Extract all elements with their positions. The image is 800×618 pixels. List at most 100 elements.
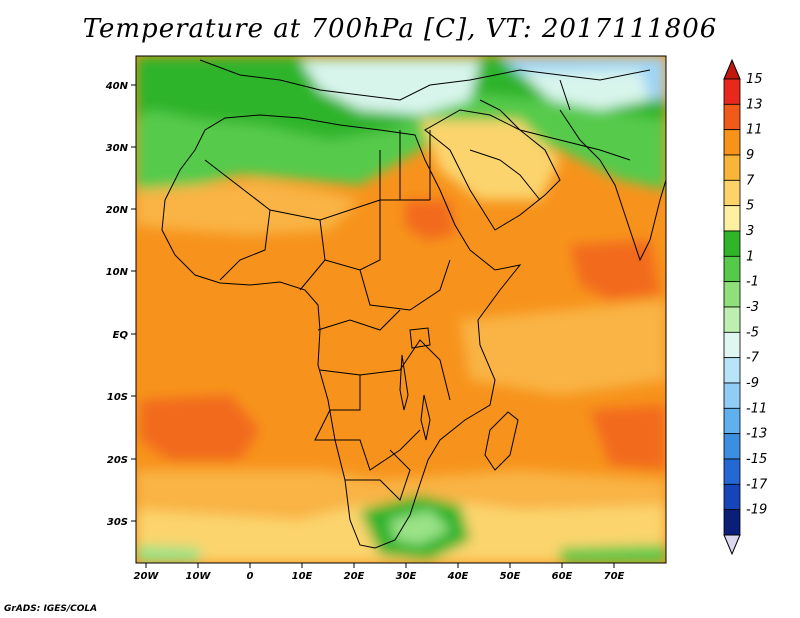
y-tick-10n: 10N <box>106 267 129 278</box>
colorbar-label: 15 <box>746 72 763 87</box>
y-axis-labels: 40N 30N 20N 10N EQ 10S 20S 30S <box>105 81 129 528</box>
europe-coast <box>199 59 651 101</box>
light-indian-ocean <box>460 300 666 395</box>
colorbar-labels: 15 13 11 9 7 5 3 1 -1 -3 -5 -7 -9 -11 -13 -15 -17 -19 <box>746 72 768 518</box>
y-tick-30n: 30N <box>106 143 129 154</box>
temperature-field <box>136 56 666 563</box>
x-tick-0: 0 <box>247 571 254 582</box>
india-coast <box>599 159 666 262</box>
y-tick-eq: EQ <box>113 330 129 341</box>
colorbar-segment <box>723 103 741 131</box>
credit-text: GrADS: IGES/COLA <box>4 604 98 614</box>
y-tick-20n: 20N <box>106 205 129 216</box>
colorbar-segments <box>723 78 741 536</box>
cold-mediterranean <box>300 60 480 115</box>
colorbar-label: 1 <box>746 249 754 264</box>
colorbar-segment <box>723 230 741 257</box>
x-tick-20w: 20W <box>134 571 160 582</box>
colorbar-label: -3 <box>746 300 759 315</box>
asia-coast <box>479 99 631 161</box>
colorbar-segment <box>723 306 741 333</box>
border-9 <box>399 130 431 200</box>
colorbar-label: -9 <box>746 376 759 391</box>
colorbar-segment <box>723 331 741 359</box>
colorbar-segment <box>723 255 741 283</box>
coastlines <box>161 59 666 549</box>
border-7 <box>359 339 451 401</box>
x-tick-10w: 10W <box>186 571 212 582</box>
y-tick-30s: 30S <box>107 517 128 528</box>
border-3 <box>319 199 430 271</box>
tick-marks <box>131 84 615 568</box>
x-tick-20e: 20E <box>344 571 365 582</box>
x-axis-labels: 20W 10W 0 10E 20E 30E 40E 50E 60E 70E <box>134 571 625 582</box>
lake-malawi <box>420 394 431 441</box>
colorbar-segment <box>723 382 741 409</box>
africa-coast <box>161 114 522 549</box>
arabia-coast <box>424 109 561 231</box>
colorbar-segment <box>723 458 741 485</box>
x-tick-60e: 60E <box>552 571 573 582</box>
colorbar-segment <box>723 205 741 232</box>
warm-arabian-sea <box>570 240 660 300</box>
colorbar-segment <box>723 357 741 384</box>
x-tick-10e: 10E <box>292 571 313 582</box>
colorbar-label: -5 <box>746 325 759 340</box>
plot-frame <box>135 55 667 564</box>
cold-asia-pale <box>520 70 650 110</box>
colorbar-label: -1 <box>746 275 759 290</box>
y-tick-40n: 40N <box>105 81 129 92</box>
warm-south-atlantic <box>140 395 260 460</box>
colorbar-label: -7 <box>746 351 760 366</box>
colorbar-segment <box>723 509 741 536</box>
colorbar-segment <box>723 281 741 308</box>
border-4 <box>299 259 451 311</box>
x-tick-30e: 30E <box>396 571 417 582</box>
colorbar: 15 13 11 9 7 5 3 1 -1 -3 -5 -7 -9 -11 -13 -15 -17 -19 <box>723 58 768 556</box>
pale-sahara <box>136 180 360 235</box>
colorbar-label: -11 <box>746 401 767 416</box>
colorbar-label: 9 <box>746 148 754 163</box>
colorbar-top-arrow <box>723 58 741 80</box>
warm-ethiopia <box>405 200 455 240</box>
border-8 <box>345 449 411 501</box>
lake-victoria <box>409 327 431 349</box>
y-tick-10s: 10S <box>107 392 128 403</box>
colorbar-label: -13 <box>746 427 767 442</box>
colorbar-segment <box>723 129 741 156</box>
lake-tanganyika <box>399 354 409 411</box>
x-tick-50e: 50E <box>500 571 521 582</box>
colorbar-label: 5 <box>746 199 754 214</box>
map-title: Temperature at 700hPa [C], VT: 201711180… <box>82 14 718 44</box>
border-5 <box>317 309 401 331</box>
x-tick-70e: 70E <box>604 571 625 582</box>
colorbar-label: -19 <box>746 503 767 518</box>
y-tick-20s: 20S <box>107 455 128 466</box>
border-2 <box>219 209 271 281</box>
colorbar-label: -15 <box>746 452 767 467</box>
colorbar-bottom-arrow <box>723 534 741 556</box>
x-tick-40e: 40E <box>447 571 469 582</box>
colorbar-label: 7 <box>746 173 755 188</box>
colorbar-segment <box>723 433 741 460</box>
colorbar-label: 3 <box>746 224 754 239</box>
lakes <box>399 327 431 441</box>
colorbar-segment <box>723 483 741 511</box>
green-light-south-africa <box>390 510 450 545</box>
green-south-ocean <box>560 545 666 563</box>
colorbar-label: -17 <box>746 477 768 492</box>
colorbar-label: 13 <box>746 97 763 112</box>
warm-indian-ocean <box>590 405 666 470</box>
colorbar-segment <box>723 78 741 105</box>
colorbar-segment <box>723 154 741 181</box>
colorbar-segment <box>723 407 741 435</box>
colorbar-label: 11 <box>746 123 763 138</box>
green-south-west <box>136 545 200 563</box>
colorbar-segment <box>723 179 741 207</box>
border-11 <box>559 79 601 161</box>
border-6 <box>314 369 421 471</box>
border-10 <box>469 149 541 201</box>
pale-arabia <box>420 120 560 200</box>
madagascar-coast <box>484 411 519 471</box>
